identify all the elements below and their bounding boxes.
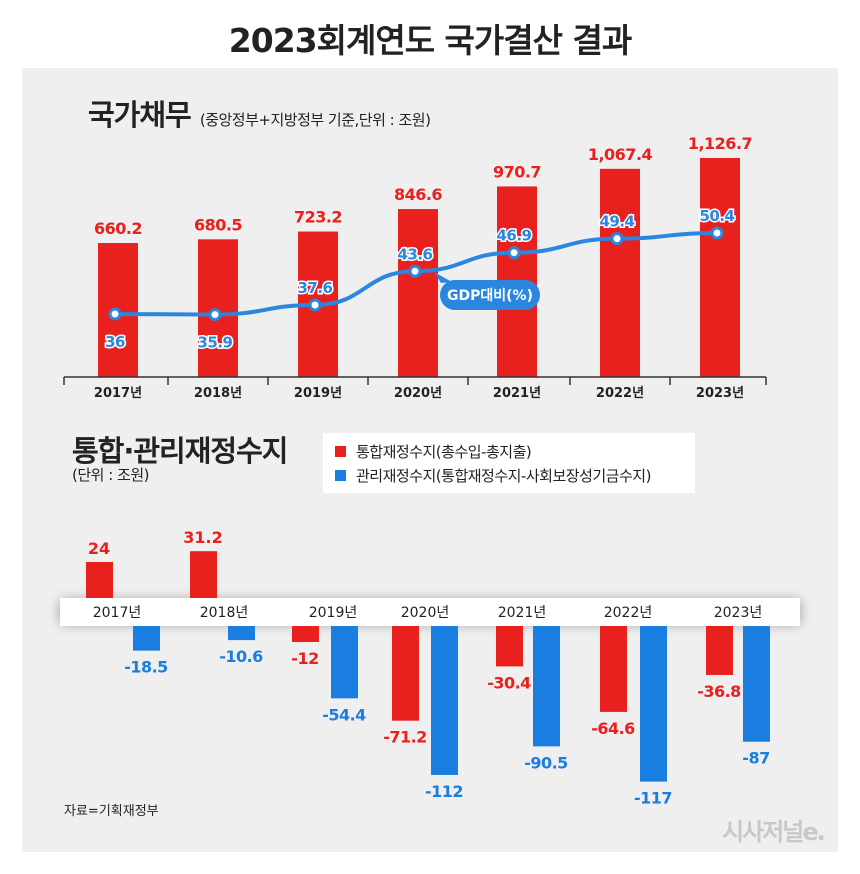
integrated-bar-label: -71.2 <box>383 728 427 747</box>
managed-bar-label: -90.5 <box>524 753 568 772</box>
gdp-ratio-point <box>507 246 521 260</box>
integrated-bar-label: -30.4 <box>487 673 531 692</box>
managed-bar-label: -87 <box>742 749 769 768</box>
integrated-bar <box>292 626 319 642</box>
gdp-ratio-point <box>710 226 724 240</box>
managed-bar <box>743 626 770 742</box>
managed-bar-label: -112 <box>425 782 463 801</box>
x-tick-label: 2019년 <box>309 605 358 621</box>
managed-bar-label: -117 <box>634 789 672 808</box>
integrated-bar-label: -36.8 <box>697 682 741 701</box>
debt-bar-label: 970.7 <box>493 162 541 181</box>
red-swatch <box>335 445 346 457</box>
legend: 통합재정수지(총수입-총지출) 관리재정수지(통합재정수지-사회보장성기금수지) <box>323 433 695 493</box>
managed-bar <box>640 626 667 782</box>
balance-chart-title: 통합·관리재정수지 <box>72 434 288 468</box>
integrated-bar-label: -64.6 <box>591 719 635 738</box>
blue-swatch <box>335 469 346 481</box>
managed-bar <box>431 626 458 775</box>
x-tick-label: 2022년 <box>604 605 653 621</box>
logo: 시사저널e. <box>722 818 826 846</box>
managed-bar-label: -18.5 <box>124 658 168 677</box>
callout-pointer <box>434 272 452 283</box>
x-tick-label: 2023년 <box>714 605 763 621</box>
integrated-bar <box>600 626 627 712</box>
integrated-bar <box>706 626 733 675</box>
integrated-bar <box>86 562 113 598</box>
x-tick-label: 2021년 <box>493 386 541 401</box>
debt-bar <box>600 168 640 377</box>
x-tick-label: 2023년 <box>696 386 744 401</box>
debt-bar <box>700 158 740 377</box>
managed-bar <box>533 626 560 747</box>
source-note: 자료=기획재정부 <box>64 804 159 819</box>
x-tick-label: 2017년 <box>94 386 142 401</box>
integrated-bar <box>496 626 523 667</box>
gdp-ratio-point <box>308 298 322 312</box>
debt-bar-label: 723.2 <box>294 208 342 227</box>
integrated-bar <box>190 551 217 598</box>
debt-bar <box>198 239 238 377</box>
legend-item-managed: 관리재정수지(통합재정수지-사회보장성기금수지) <box>335 463 695 487</box>
managed-bar <box>133 626 160 651</box>
x-tick-label: 2019년 <box>294 386 342 401</box>
integrated-bar <box>392 626 419 721</box>
gdp-ratio-label: 49.4 <box>599 213 634 231</box>
managed-bar-label: -10.6 <box>219 647 263 666</box>
gdp-ratio-label: 35.9 <box>197 334 232 352</box>
debt-bar <box>398 209 438 377</box>
debt-bar-label: 1,126.7 <box>688 134 752 153</box>
debt-title: 국가채무 <box>88 98 192 132</box>
gdp-ratio-point <box>208 308 222 322</box>
gdp-callout-label: GDP대비(%) <box>447 288 533 304</box>
debt-subtitle: (중앙정부+지방정부 기준,단위 : 조원) <box>199 111 431 129</box>
managed-bar <box>228 626 255 641</box>
gdp-callout-bubble <box>440 280 540 310</box>
debt-chart-title: 국가채무 (중앙정부+지방정부 기준,단위 : 조원) <box>88 92 431 134</box>
debt-bar-label: 660.2 <box>94 219 142 238</box>
x-tick-label: 2020년 <box>394 386 442 401</box>
legend-item-integrated: 통합재정수지(총수입-총지출) <box>335 439 695 463</box>
gdp-ratio-point <box>408 264 422 278</box>
gdp-ratio-point <box>108 307 122 321</box>
debt-bar-label: 1,067.4 <box>588 145 653 164</box>
x-tick-label: 2018년 <box>200 605 249 621</box>
managed-bar-label: -54.4 <box>322 705 366 724</box>
balance-subtitle: (단위 : 조원) <box>72 466 150 484</box>
page-title: 2023회계연도 국가결산 결과 <box>228 21 632 60</box>
axis-band <box>60 598 800 626</box>
integrated-bar-label: -12 <box>291 649 318 668</box>
integrated-bar-label: 31.2 <box>183 528 222 547</box>
gdp-ratio-label: 36 <box>105 333 125 351</box>
x-tick-label: 2017년 <box>93 605 142 621</box>
gdp-ratio-label: 50.4 <box>699 207 734 225</box>
legend-label: 통합재정수지(총수입-총지출) <box>356 442 532 461</box>
integrated-bar-label: 24 <box>88 539 110 558</box>
gdp-ratio-label: 37.6 <box>297 279 332 297</box>
gdp-ratio-label: 43.6 <box>397 245 432 263</box>
debt-bar-label: 846.6 <box>394 185 442 204</box>
x-tick-label: 2018년 <box>194 386 242 401</box>
debt-bar-label: 680.5 <box>194 215 242 234</box>
gdp-ratio-label: 46.9 <box>496 227 531 245</box>
x-tick-label: 2022년 <box>596 386 644 401</box>
managed-bar <box>331 626 358 699</box>
x-tick-label: 2021년 <box>498 605 547 621</box>
x-tick-label: 2020년 <box>401 605 450 621</box>
gdp-ratio-point <box>610 232 624 246</box>
legend-label: 관리재정수지(통합재정수지-사회보장성기금수지) <box>356 466 651 485</box>
